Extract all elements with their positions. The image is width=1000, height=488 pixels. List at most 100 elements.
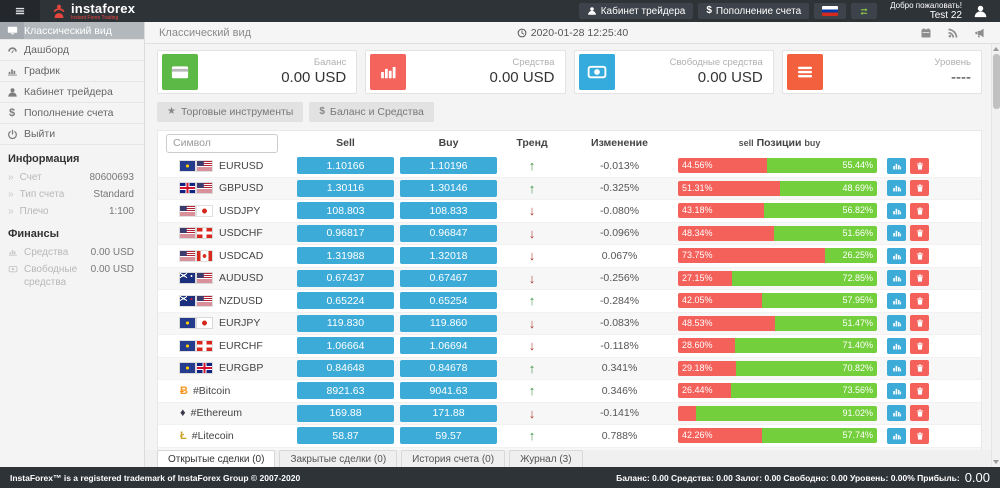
remove-symbol-button[interactable] — [910, 225, 929, 242]
remove-symbol-button[interactable] — [910, 382, 929, 399]
positions-bar: 42.26% 57.74% — [678, 428, 877, 444]
sell-price-button[interactable]: 1.31988 — [297, 247, 394, 265]
open-chart-button[interactable] — [887, 270, 906, 287]
buy-price-button[interactable]: 171.88 — [400, 404, 497, 422]
positions-buy-bar: 51.66% — [774, 225, 877, 241]
symbol-name: USDCHF — [219, 227, 263, 240]
open-chart-button[interactable] — [887, 202, 906, 219]
positions-bar: 43.18% 56.82% — [678, 203, 877, 219]
balance-funds-button[interactable]: $ Баланс и Средства — [309, 102, 434, 122]
open-chart-button[interactable] — [887, 225, 906, 242]
megaphone-icon[interactable] — [974, 27, 986, 39]
calendar-icon[interactable] — [920, 27, 932, 39]
info-value: 1:100 — [108, 206, 134, 217]
credit-card-icon — [162, 54, 198, 90]
sell-price-button[interactable]: 119.830 — [297, 314, 394, 332]
scrollbar-thumb[interactable] — [992, 54, 1000, 109]
chart-icon — [892, 251, 902, 261]
open-chart-button[interactable] — [887, 292, 906, 309]
sell-price-button[interactable]: 169.88 — [297, 404, 394, 422]
remove-symbol-button[interactable] — [910, 337, 929, 354]
open-chart-button[interactable] — [887, 247, 906, 264]
symbol-filter-input[interactable] — [166, 133, 278, 153]
vertical-scrollbar[interactable] — [991, 44, 1000, 467]
avatar[interactable] — [973, 4, 988, 19]
buy-price-button[interactable]: 0.84678 — [400, 359, 497, 377]
buy-price-button[interactable]: 0.65254 — [400, 292, 497, 310]
jp-flag-icon — [197, 318, 212, 329]
open-chart-button[interactable] — [887, 180, 906, 197]
buy-price-button[interactable]: 119.860 — [400, 314, 497, 332]
open-chart-button[interactable] — [887, 157, 906, 174]
instaforex-logo: instaforex Instant Forex Trading — [52, 2, 135, 21]
remove-symbol-button[interactable] — [910, 405, 929, 422]
sidebar-item[interactable]: Классический вид — [0, 22, 144, 40]
deals-tab[interactable]: Журнал (3) — [509, 450, 583, 467]
remove-symbol-button[interactable] — [910, 315, 929, 332]
buy-price-button[interactable]: 108.833 — [400, 202, 497, 220]
remove-symbol-button[interactable] — [910, 180, 929, 197]
top-navbar: instaforex Instant Forex Trading Кабинет… — [0, 0, 1000, 22]
sell-price-button[interactable]: 58.87 — [297, 427, 394, 445]
info-row: Счет 80600693 — [0, 169, 144, 186]
open-chart-button[interactable] — [887, 360, 906, 377]
sell-price-button[interactable]: 0.67437 — [297, 269, 394, 287]
open-chart-button[interactable] — [887, 315, 906, 332]
symbol-cell: USDCAD — [166, 250, 291, 262]
remove-symbol-button[interactable] — [910, 292, 929, 309]
sell-price-button[interactable]: 108.803 — [297, 202, 394, 220]
sell-price-button[interactable]: 0.84648 — [297, 359, 394, 377]
buy-price-button[interactable]: 1.10196 — [400, 157, 497, 175]
info-label: Счет — [19, 172, 42, 183]
menu-toggle-button[interactable] — [0, 0, 40, 22]
buy-price-button[interactable]: 59.57 — [400, 427, 497, 445]
sell-price-button[interactable]: 1.06664 — [297, 337, 394, 355]
open-chart-button[interactable] — [887, 337, 906, 354]
remove-symbol-button[interactable] — [910, 270, 929, 287]
buy-price-button[interactable]: 1.30146 — [400, 179, 497, 197]
buy-price-button[interactable]: 0.96847 — [400, 224, 497, 242]
buy-price-button[interactable]: 0.67467 — [400, 269, 497, 287]
open-chart-button[interactable] — [887, 382, 906, 399]
deposit-button[interactable]: $ Пополнение счета — [698, 3, 810, 19]
trader-cabinet-button[interactable]: Кабинет трейдера — [578, 3, 694, 19]
open-chart-button[interactable] — [887, 427, 906, 444]
change-percent: -0.118% — [600, 339, 639, 352]
buy-percent-label: 48.69% — [842, 182, 873, 193]
sell-price-button[interactable]: 0.96817 — [297, 224, 394, 242]
positions-sell-bar: 29.18% — [678, 360, 737, 376]
buy-price-button[interactable]: 9041.63 — [400, 382, 497, 400]
buy-price-button[interactable]: 1.06694 — [400, 337, 497, 355]
sidebar-item[interactable]: $ Пополнение счета — [0, 103, 144, 124]
sell-price-button[interactable]: 0.65224 — [297, 292, 394, 310]
scroll-down-arrow-icon[interactable] — [993, 460, 999, 464]
positions-bar: 29.18% 70.82% — [678, 360, 877, 376]
remove-symbol-button[interactable] — [910, 247, 929, 264]
scroll-up-arrow-icon[interactable] — [993, 47, 999, 51]
symbol-icons — [180, 273, 214, 284]
sell-price-button[interactable]: 1.10166 — [297, 157, 394, 175]
sidebar-item[interactable]: Выйти — [0, 124, 144, 145]
buy-price-button[interactable]: 1.32018 — [400, 247, 497, 265]
trading-instruments-button[interactable]: ★ Торговые инструменты — [157, 102, 304, 122]
sidebar-item[interactable]: График — [0, 61, 144, 82]
symbol-name: EURUSD — [219, 159, 264, 172]
dollar-icon: $ — [8, 106, 16, 119]
remove-symbol-button[interactable] — [910, 427, 929, 444]
col-change: Изменение — [591, 137, 648, 149]
remove-symbol-button[interactable] — [910, 202, 929, 219]
remove-symbol-button[interactable] — [910, 360, 929, 377]
sidebar-item[interactable]: Кабинет трейдера — [0, 82, 144, 103]
rss-icon[interactable] — [947, 27, 959, 39]
deals-tab[interactable]: Закрытые сделки (0) — [279, 450, 398, 467]
deals-tab[interactable]: Открытые сделки (0) — [157, 450, 276, 467]
symbol-name: USDJPY — [219, 204, 261, 217]
sidebar-item[interactable]: Дашборд — [0, 40, 144, 61]
remove-symbol-button[interactable] — [910, 157, 929, 174]
sell-price-button[interactable]: 8921.63 — [297, 382, 394, 400]
sell-price-button[interactable]: 1.30116 — [297, 179, 394, 197]
deals-tab[interactable]: История счета (0) — [401, 450, 506, 467]
language-button[interactable] — [814, 3, 847, 19]
currency-exchange-button[interactable] — [851, 3, 878, 19]
open-chart-button[interactable] — [887, 405, 906, 422]
